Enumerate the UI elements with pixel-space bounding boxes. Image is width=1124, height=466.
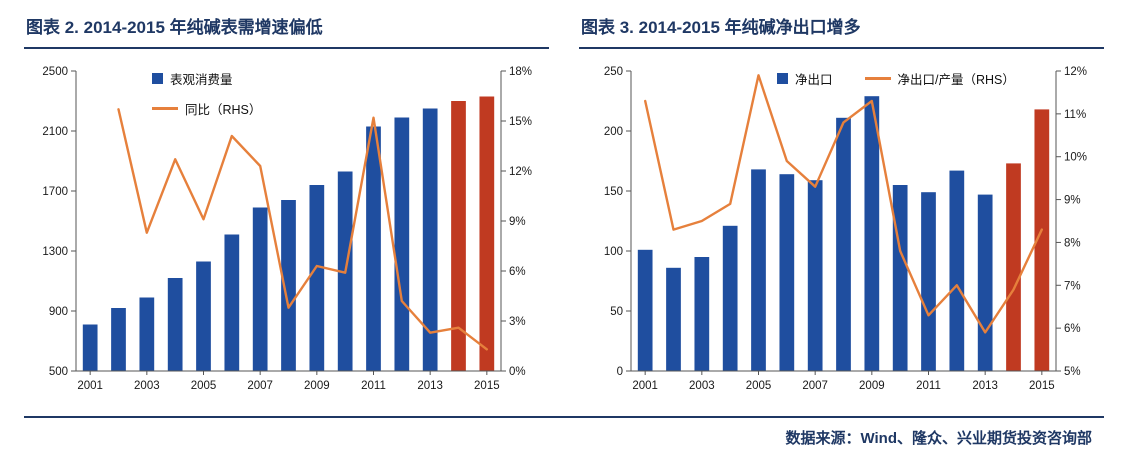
- svg-text:250: 250: [604, 66, 623, 78]
- chart-panel-right: 图表 3. 2014-2015 年纯碱净出口增多 0 50 100 150 200 250…: [579, 12, 1104, 407]
- legend-item-line: 同比（RHS）: [152, 99, 261, 118]
- svg-text:0: 0: [617, 366, 623, 378]
- svg-text:2011: 2011: [916, 380, 941, 392]
- chart-panel-left: 图表 2. 2014-2015 年纯碱表需增速偏低 500 900 1300 1700…: [24, 12, 549, 407]
- chart-area-left: 500 900 1300 1700 2100 2500 0% 3% 6% 9% 12% 15% 18% 2…: [24, 55, 549, 407]
- legend-label: 同比（RHS）: [185, 103, 262, 117]
- svg-text:18%: 18%: [509, 66, 532, 78]
- svg-text:3%: 3%: [509, 316, 526, 328]
- svg-text:5%: 5%: [1064, 366, 1081, 378]
- svg-text:200: 200: [604, 126, 623, 138]
- svg-text:2100: 2100: [42, 126, 68, 138]
- svg-text:2015: 2015: [1029, 380, 1055, 392]
- legend-item-bars: 净出口: [777, 69, 833, 88]
- legend-item-bars: 表观消费量: [152, 69, 261, 88]
- svg-text:1700: 1700: [42, 186, 68, 198]
- bar-swatch-icon: [777, 73, 788, 84]
- svg-text:2003: 2003: [134, 380, 160, 392]
- chart-area-right: 0 50 100 150 200 250 5% 6% 7% 8% 9% 10% 11% 12% 2001 20…: [579, 55, 1104, 407]
- svg-text:2013: 2013: [972, 380, 998, 392]
- svg-text:2011: 2011: [361, 380, 386, 392]
- svg-text:2015: 2015: [474, 380, 500, 392]
- legend-right: 净出口 净出口/产量（RHS）: [777, 69, 1015, 88]
- legend-label: 表观消费量: [170, 73, 233, 87]
- svg-text:500: 500: [49, 366, 68, 378]
- svg-text:7%: 7%: [1064, 280, 1081, 292]
- svg-text:12%: 12%: [509, 166, 532, 178]
- svg-text:9%: 9%: [509, 216, 526, 228]
- bar-line-chart-left: 500 900 1300 1700 2100 2500 0% 3% 6% 9% 12% 15% 18% 2…: [42, 66, 532, 392]
- svg-text:2005: 2005: [191, 380, 217, 392]
- data-source: 数据来源：Wind、隆众、兴业期货投资咨询部: [785, 430, 1092, 447]
- svg-text:150: 150: [604, 186, 623, 198]
- svg-text:2001: 2001: [632, 380, 658, 392]
- charts-row: 图表 2. 2014-2015 年纯碱表需增速偏低 500 900 1300 1700…: [24, 12, 1104, 407]
- footer: 数据来源：Wind、隆众、兴业期货投资咨询部: [24, 416, 1104, 448]
- legend-left: 表观消费量 同比（RHS）: [152, 69, 261, 118]
- svg-text:1300: 1300: [42, 246, 68, 258]
- svg-text:6%: 6%: [1064, 323, 1081, 335]
- bar-line-chart-right: 0 50 100 150 200 250 5% 6% 7% 8% 9% 10% 11% 12% 2001 20…: [604, 66, 1087, 392]
- svg-text:50: 50: [610, 306, 623, 318]
- chart-title-left: 图表 2. 2014-2015 年纯碱表需增速偏低: [24, 12, 549, 49]
- svg-text:2013: 2013: [417, 380, 443, 392]
- svg-text:900: 900: [49, 306, 68, 318]
- svg-text:2003: 2003: [689, 380, 715, 392]
- svg-text:2500: 2500: [42, 66, 68, 78]
- legend-item-line: 净出口/产量（RHS）: [864, 69, 1015, 88]
- svg-text:2009: 2009: [304, 380, 330, 392]
- svg-text:2005: 2005: [746, 380, 772, 392]
- svg-text:2001: 2001: [77, 380, 103, 392]
- svg-text:11%: 11%: [1064, 109, 1086, 121]
- svg-text:2007: 2007: [247, 380, 273, 392]
- svg-text:2007: 2007: [802, 380, 828, 392]
- svg-text:100: 100: [604, 246, 623, 258]
- svg-text:15%: 15%: [509, 116, 532, 128]
- svg-text:6%: 6%: [509, 266, 526, 278]
- svg-text:10%: 10%: [1064, 152, 1087, 164]
- line-swatch-icon: [864, 77, 891, 80]
- svg-text:2009: 2009: [859, 380, 885, 392]
- svg-text:0%: 0%: [509, 366, 526, 378]
- legend-label: 净出口/产量（RHS）: [897, 73, 1015, 87]
- svg-text:12%: 12%: [1064, 66, 1087, 78]
- bar-swatch-icon: [152, 73, 163, 84]
- chart-title-right: 图表 3. 2014-2015 年纯碱净出口增多: [579, 12, 1104, 49]
- svg-text:9%: 9%: [1064, 195, 1081, 207]
- legend-label: 净出口: [795, 73, 833, 87]
- line-swatch-icon: [152, 107, 178, 110]
- svg-text:8%: 8%: [1064, 237, 1081, 249]
